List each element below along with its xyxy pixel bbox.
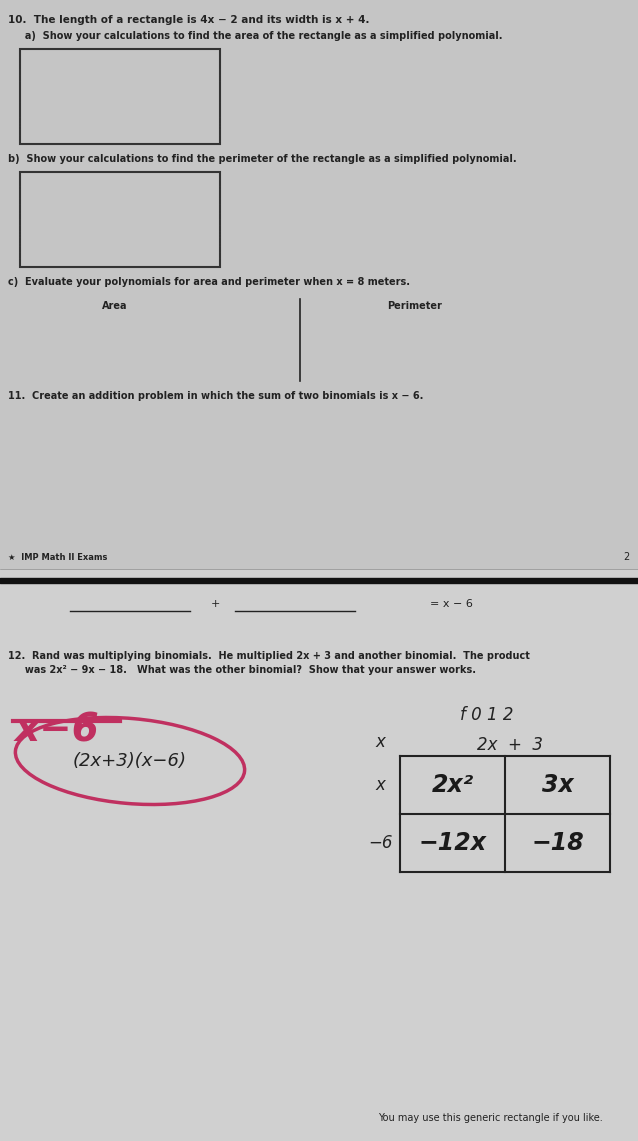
Text: x: x (375, 733, 385, 751)
Text: (2x+3)(x−6): (2x+3)(x−6) (73, 752, 187, 770)
Text: Perimeter: Perimeter (387, 301, 442, 311)
Text: 12.  Rand was multiplying binomials.  He multiplied 2x + 3 and another binomial.: 12. Rand was multiplying binomials. He m… (8, 652, 530, 661)
Text: 2x  +  3: 2x + 3 (477, 736, 543, 754)
Text: You may use this generic rectangle if you like.: You may use this generic rectangle if yo… (378, 1112, 602, 1123)
Text: 3x: 3x (542, 772, 574, 798)
Text: Area: Area (102, 301, 128, 311)
Bar (20, 49, 220, 144)
Text: b)  Show your calculations to find the perimeter of the rectangle as a simplifie: b) Show your calculations to find the pe… (8, 154, 517, 164)
Text: x−6: x−6 (15, 711, 100, 748)
Text: 11.  Create an addition problem in which the sum of two binomials is x − 6.: 11. Create an addition problem in which … (8, 391, 424, 400)
Text: c)  Evaluate your polynomials for area and perimeter when x = 8 meters.: c) Evaluate your polynomials for area an… (8, 277, 410, 288)
Text: −18: −18 (531, 831, 584, 855)
Text: 10.  The length of a rectangle is 4x − 2 and its width is x + 4.: 10. The length of a rectangle is 4x − 2 … (8, 15, 369, 25)
Text: f 0 1 2: f 0 1 2 (460, 706, 514, 725)
Text: x: x (375, 776, 385, 794)
Text: 2: 2 (624, 552, 630, 563)
Text: = x − 6: = x − 6 (430, 599, 473, 609)
Bar (20, 172, 220, 267)
Text: was 2x² − 9x − 18.   What was the other binomial?  Show that your answer works.: was 2x² − 9x − 18. What was the other bi… (8, 665, 476, 675)
Text: ★  IMP Math II Exams: ★ IMP Math II Exams (8, 553, 107, 563)
Text: 2x²: 2x² (431, 772, 473, 798)
Text: −6: −6 (367, 834, 392, 852)
Text: +: + (211, 599, 219, 609)
Text: −12x: −12x (419, 831, 487, 855)
Text: a)  Show your calculations to find the area of the rectangle as a simplified pol: a) Show your calculations to find the ar… (8, 31, 503, 41)
